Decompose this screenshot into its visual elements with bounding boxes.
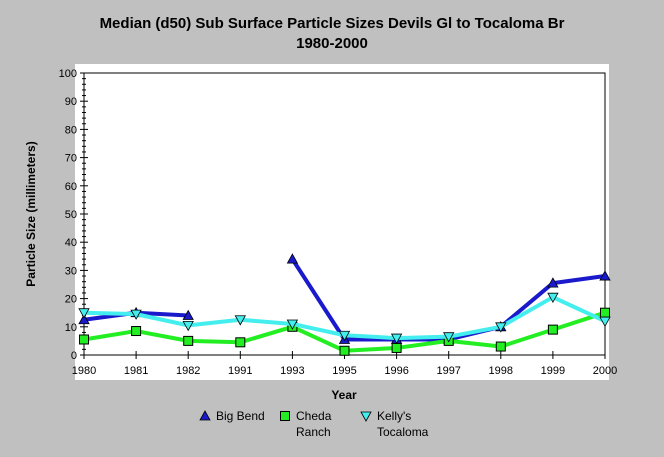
legend-label: Ranch: [296, 425, 331, 439]
data-point: [234, 315, 246, 326]
legend-marker-icon: [199, 410, 211, 421]
data-point: [390, 333, 403, 344]
x-tick-label: 1996: [384, 365, 408, 377]
y-tick-label: 10: [65, 322, 77, 334]
chart-title: Median (d50) Sub Surface Particle Sizes …: [99, 15, 565, 32]
data-point: [547, 292, 559, 304]
data-point: [547, 277, 559, 288]
data-point: [547, 324, 558, 335]
x-tick-label: 1995: [332, 365, 356, 377]
series-layer: [78, 253, 611, 356]
data-point: [600, 307, 610, 318]
legend-label: Tocaloma: [377, 425, 429, 439]
x-axis-label: Year: [331, 388, 357, 402]
y-tick-label: 0: [71, 350, 77, 362]
chart-title-block: Median (d50) Sub Surface Particle Sizes …: [0, 14, 664, 54]
x-tick-label: 1993: [280, 365, 304, 377]
data-point: [130, 309, 142, 320]
legend-item: Big Bend: [199, 409, 265, 423]
data-point: [286, 253, 299, 264]
legend-label: Kelly's: [377, 409, 411, 423]
data-point: [78, 313, 90, 325]
y-tick-label: 30: [65, 265, 77, 277]
y-tick-label: 40: [65, 237, 77, 249]
y-tick-label: 20: [65, 294, 77, 306]
data-point: [235, 337, 246, 348]
x-tick-label: 1991: [228, 365, 252, 377]
series-kelly-s-tocaloma: [78, 292, 611, 344]
x-tick-label: 1998: [489, 365, 513, 377]
y-tick-label: 100: [59, 68, 77, 80]
data-point: [495, 322, 507, 333]
x-tick-label: 1997: [436, 365, 460, 377]
legend: Big Bend Cheda Ranch Kelly's Tocaloma: [199, 409, 429, 439]
legend-marker-icon: [360, 411, 372, 422]
x-tick-label: 1980: [72, 365, 96, 377]
data-point: [182, 309, 194, 320]
legend-item: Kelly's Tocaloma: [360, 409, 429, 439]
data-point: [443, 332, 455, 343]
data-point: [78, 308, 90, 319]
x-tick-label: 1982: [176, 365, 200, 377]
y-tick-label: 90: [65, 96, 77, 108]
y-tick-label: 80: [65, 124, 77, 136]
data-point: [338, 330, 351, 342]
x-axis: 1980 1981 1982 1991 1993 1995 1996 1997 1998 1999…: [72, 351, 617, 377]
data-point: [495, 341, 506, 352]
data-point: [599, 270, 611, 281]
legend-marker-icon: [280, 411, 290, 421]
x-tick-label: 1981: [124, 365, 148, 377]
x-tick-label: 2000: [593, 365, 617, 377]
legend-label: Big Bend: [216, 409, 265, 423]
data-point: [182, 320, 194, 332]
data-point: [286, 319, 299, 330]
x-tick-label: 1999: [541, 365, 565, 377]
y-tick-label: 60: [65, 181, 77, 193]
y-tick-label: 50: [65, 209, 77, 221]
y-axis-label: Particle Size (millimeters): [24, 141, 38, 286]
chart-subtitle: 1980-2000: [296, 35, 368, 52]
y-tick-label: 70: [65, 153, 77, 165]
legend-item: Cheda Ranch: [280, 409, 332, 439]
data-point: [339, 345, 350, 356]
data-point: [131, 326, 142, 337]
y-axis: 0 10 20 30 40 50 60 70 80 90 100: [59, 68, 88, 362]
data-point: [183, 335, 194, 346]
data-point: [79, 334, 89, 345]
chart-background: [75, 64, 609, 380]
legend-label: Cheda: [296, 409, 332, 423]
data-point: [599, 316, 611, 327]
data-point: [391, 342, 402, 353]
